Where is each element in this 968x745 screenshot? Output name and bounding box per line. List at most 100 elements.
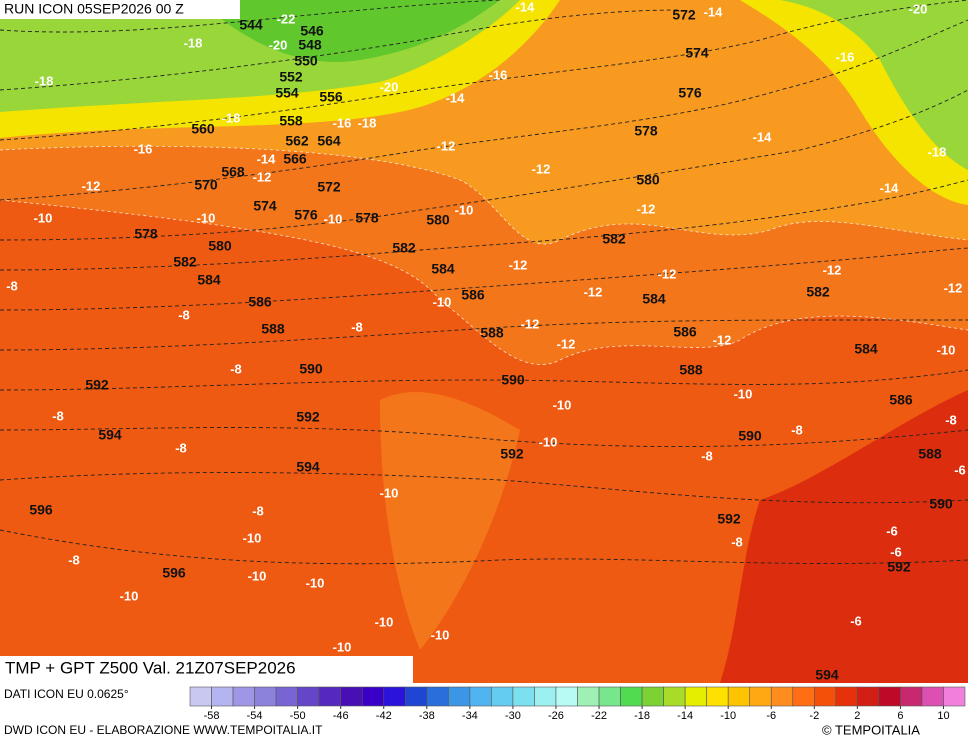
colorbar-tick-label: -38 xyxy=(419,710,435,722)
geopotential-label: 590 xyxy=(299,361,323,377)
temperature-label: -8 xyxy=(731,534,743,549)
temperature-label: -14 xyxy=(516,0,536,14)
temperature-label: -16 xyxy=(134,141,153,156)
color-swatch xyxy=(943,686,966,707)
geopotential-label: 592 xyxy=(500,446,524,462)
geopotential-label: 576 xyxy=(678,85,702,101)
temperature-label: -6 xyxy=(954,462,966,477)
temperature-label: -14 xyxy=(880,180,900,195)
colorbar-tick-label: 6 xyxy=(897,710,903,722)
geopotential-label: 592 xyxy=(887,559,911,575)
temperature-label: -12 xyxy=(521,316,540,331)
geopotential-label: 596 xyxy=(29,502,53,518)
geopotential-label: 586 xyxy=(461,287,485,303)
temperature-label: -10 xyxy=(431,627,450,642)
temperature-label: -8 xyxy=(252,503,264,518)
colorbar-tick-label: -46 xyxy=(333,710,349,722)
geopotential-label: 574 xyxy=(685,45,709,61)
temperature-label: -10 xyxy=(197,210,216,225)
temperature-label: -6 xyxy=(850,613,862,628)
colorbar-tick-label: -18 xyxy=(634,710,650,722)
map-background xyxy=(0,0,968,683)
temperature-label: -12 xyxy=(532,161,551,176)
color-swatch xyxy=(211,686,234,707)
geopotential-label: 548 xyxy=(298,37,322,53)
credit: DWD ICON EU - ELABORAZIONE WWW.TEMPOITAL… xyxy=(4,723,323,737)
color-swatch xyxy=(577,686,600,707)
temperature-label: -22 xyxy=(277,11,296,26)
geopotential-label: 582 xyxy=(602,231,626,247)
color-swatch xyxy=(232,686,255,707)
color-swatch xyxy=(684,686,707,707)
geopotential-label: 578 xyxy=(355,210,379,226)
geopotential-label: 570 xyxy=(194,177,218,193)
geopotential-label: 584 xyxy=(197,272,221,288)
temperature-label: -6 xyxy=(890,544,902,559)
temperature-label: -16 xyxy=(836,49,855,64)
temperature-label: -10 xyxy=(734,386,753,401)
temperature-label: -10 xyxy=(433,294,452,309)
colorbar-tick-label: -14 xyxy=(677,710,693,722)
geopotential-label: 590 xyxy=(929,496,953,512)
colorbar-tick-label: 2 xyxy=(854,710,860,722)
color-swatch xyxy=(383,686,406,707)
temperature-label: -20 xyxy=(380,79,399,94)
temperature-label: -8 xyxy=(6,278,18,293)
geopotential-label: 594 xyxy=(98,427,122,443)
color-swatch xyxy=(749,686,772,707)
color-swatch xyxy=(448,686,471,707)
color-swatch xyxy=(857,686,880,707)
color-swatch xyxy=(835,686,858,707)
color-swatch xyxy=(921,686,944,707)
color-swatch xyxy=(469,686,492,707)
geopotential-label: 564 xyxy=(317,133,341,149)
color-swatch xyxy=(900,686,923,707)
temperature-label: -10 xyxy=(455,202,474,217)
temperature-label: -20 xyxy=(269,37,288,52)
color-swatch xyxy=(361,686,385,707)
temperature-label: -10 xyxy=(553,397,572,412)
temperature-label: -20 xyxy=(909,1,928,16)
temperature-label: -10 xyxy=(375,614,394,629)
temperature-label: -8 xyxy=(701,448,713,463)
geopotential-label: 588 xyxy=(918,446,942,462)
geopotential-label: 580 xyxy=(208,238,232,254)
temperature-label: -12 xyxy=(584,284,603,299)
temperature-label: -8 xyxy=(945,412,957,427)
temperature-label: -14 xyxy=(257,151,277,166)
geopotential-label: 592 xyxy=(296,409,320,425)
colorbar-tick-label: 10 xyxy=(937,710,949,722)
geopotential-label: 586 xyxy=(889,392,913,408)
temperature-label: -12 xyxy=(82,178,101,193)
temperature-label: -8 xyxy=(230,361,242,376)
map-title: TMP + GPT Z500 Val. 21Z07SEP2026 xyxy=(5,658,296,677)
color-swatch xyxy=(404,686,428,707)
color-swatch xyxy=(512,686,535,707)
geopotential-label: 544 xyxy=(239,17,263,33)
geopotential-label: 580 xyxy=(636,172,660,188)
color-swatch xyxy=(254,686,277,707)
geopotential-label: 582 xyxy=(806,284,830,300)
data-source: DATI ICON EU 0.0625° xyxy=(4,687,129,701)
geopotential-label: 592 xyxy=(717,511,741,527)
geopotential-label: 578 xyxy=(634,123,658,139)
temperature-label: -10 xyxy=(243,530,262,545)
geopotential-label: 568 xyxy=(221,164,245,180)
colorbar-tick-label: -58 xyxy=(204,710,220,722)
temperature-label: -14 xyxy=(704,4,724,19)
colorbar-tick-label: -22 xyxy=(591,710,607,722)
geopotential-label: 550 xyxy=(294,53,318,69)
geopotential-label: 586 xyxy=(248,294,272,310)
temperature-label: -18 xyxy=(358,115,377,130)
geopotential-label: 582 xyxy=(392,240,416,256)
colorbar-tick-label: -26 xyxy=(548,710,564,722)
color-swatch xyxy=(340,686,363,707)
temperature-label: -14 xyxy=(753,129,773,144)
geopotential-label: 584 xyxy=(431,261,455,277)
colorbar-tick-label: -6 xyxy=(766,710,776,722)
color-swatch xyxy=(663,686,686,707)
geopotential-label: 562 xyxy=(285,133,309,149)
color-swatch xyxy=(297,686,320,707)
temperature-label: -10 xyxy=(248,568,267,583)
